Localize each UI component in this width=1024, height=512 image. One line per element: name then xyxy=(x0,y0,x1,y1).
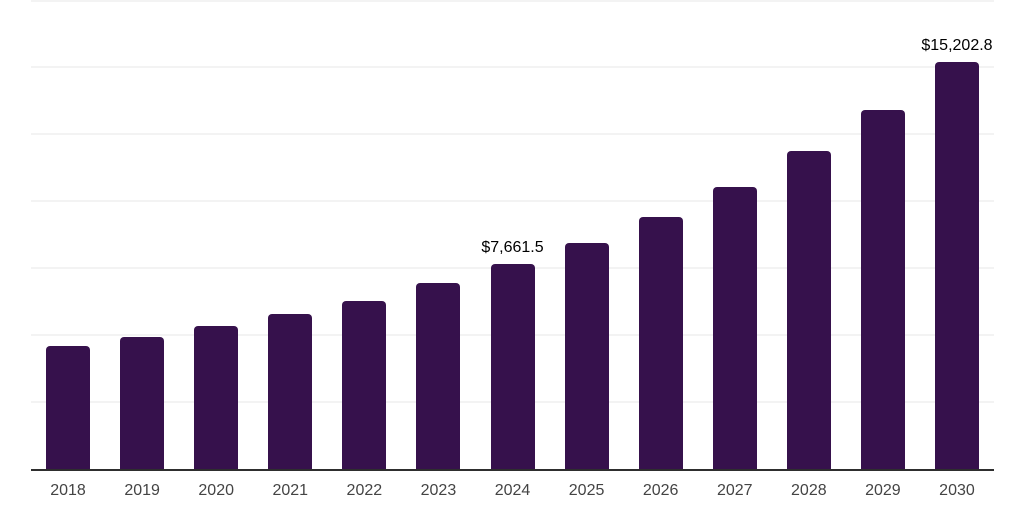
x-axis-labels: 2018 2019 2020 2021 2022 2023 2024 2025 2026 2027… xyxy=(31,481,994,501)
x-tick-label-2029: 2029 xyxy=(865,482,901,499)
bar-2025 xyxy=(564,242,609,469)
gridline-17500 xyxy=(31,0,994,2)
bar-band-2025 xyxy=(550,0,624,469)
bar-band-2019 xyxy=(105,0,179,469)
bar-2030 xyxy=(934,61,979,469)
x-tick-label-2028: 2028 xyxy=(791,482,827,499)
bar-value-label-2030: $15,202.8 xyxy=(921,36,993,54)
bar-band-2024: $7,661.5 xyxy=(475,0,549,469)
bar-2022 xyxy=(342,301,387,469)
x-tick-label-2018: 2018 xyxy=(50,482,86,499)
x-tick-label-2019: 2019 xyxy=(124,482,160,499)
gridline-10000 xyxy=(31,200,994,202)
bar-2024 xyxy=(490,263,535,469)
x-tick-label-2030: 2030 xyxy=(939,482,975,499)
bar-value-label-2024: $7,661.5 xyxy=(481,238,544,256)
bar-band-2021 xyxy=(253,0,327,469)
bar-band-2027 xyxy=(698,0,772,469)
x-tick-label-2020: 2020 xyxy=(198,482,234,499)
x-tick-label-2022: 2022 xyxy=(346,482,383,499)
bars-layer: $7,661.5 $15,202.8 xyxy=(31,0,994,469)
x-tick-label-2025: 2025 xyxy=(568,482,605,499)
bar-2028 xyxy=(786,150,831,469)
bar-band-2020 xyxy=(179,0,253,469)
bar-2026 xyxy=(638,216,683,469)
bar-2021 xyxy=(268,314,313,469)
gridline-15000 xyxy=(31,66,994,68)
gridline-12500 xyxy=(31,133,994,135)
bar-2018 xyxy=(46,345,91,469)
x-axis-line xyxy=(31,469,994,471)
bar-band-2026 xyxy=(624,0,698,469)
x-tick-label-2023: 2023 xyxy=(420,482,457,499)
x-tick-label-2021: 2021 xyxy=(272,482,309,499)
bar-band-2030: $15,202.8 xyxy=(920,0,994,469)
x-tick-label-2027: 2027 xyxy=(716,482,753,499)
bar-2027 xyxy=(712,186,757,469)
bar-band-2029 xyxy=(846,0,920,469)
bar-2020 xyxy=(194,326,239,469)
x-tick-label-2024: 2024 xyxy=(494,482,531,499)
bar-2029 xyxy=(860,110,905,469)
bar-band-2022 xyxy=(327,0,401,469)
bar-2023 xyxy=(416,283,461,469)
x-tick-label-2026: 2026 xyxy=(642,482,679,499)
bar-band-2018 xyxy=(31,0,105,469)
bar-band-2028 xyxy=(772,0,846,469)
bar-band-2023 xyxy=(401,0,475,469)
bar-2019 xyxy=(120,336,165,469)
